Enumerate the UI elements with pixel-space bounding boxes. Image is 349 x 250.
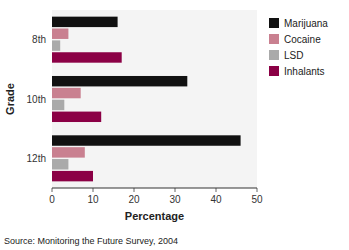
x-axis-label: Percentage [125, 210, 184, 222]
x-tick-label: 0 [49, 194, 55, 205]
bar [52, 88, 81, 98]
bar [52, 29, 68, 39]
bars [52, 17, 241, 182]
bar [52, 171, 93, 181]
x-tick-label: 40 [210, 194, 222, 205]
legend: Marijuana Cocaine LSD Inhalants [269, 18, 328, 77]
bar [52, 17, 118, 27]
x-tick [175, 188, 176, 192]
annotation: Source: Monitoring the Future Survey, 20… [4, 236, 178, 246]
bar [52, 135, 241, 145]
x-tick [257, 188, 258, 192]
plot-area [52, 10, 257, 188]
bar [52, 100, 64, 110]
x-tick-label: 50 [251, 194, 263, 205]
legend-label: Cocaine [284, 34, 321, 45]
bar [52, 112, 101, 122]
y-axis-label: Grade [4, 83, 16, 115]
x-axis-line [52, 188, 257, 189]
x-tick-label: 30 [169, 194, 181, 205]
legend-swatch [269, 50, 279, 60]
x-tick [134, 188, 135, 192]
legend-label: LSD [284, 50, 303, 61]
legend-label: Inhalants [284, 66, 325, 77]
y-tick-label: 10th [27, 94, 46, 105]
bar [52, 76, 187, 86]
x-tick [216, 188, 217, 192]
legend-swatch [269, 66, 279, 76]
x-tick [93, 188, 94, 192]
bar [52, 52, 122, 62]
legend-label: Marijuana [284, 18, 328, 29]
legend-swatch [269, 18, 279, 28]
bar [52, 40, 60, 50]
y-tick-label: 12th [27, 153, 46, 164]
bar [52, 159, 68, 169]
y-tick-label: 8th [32, 34, 46, 45]
bar [52, 147, 85, 157]
x-tick-label: 10 [87, 194, 99, 205]
x-tick [52, 188, 53, 192]
x-tick-label: 20 [128, 194, 140, 205]
chart: 0 10 20 30 40 50 8th 10th 12th Percentage Grade Sou… [0, 0, 349, 250]
legend-swatch [269, 34, 279, 44]
